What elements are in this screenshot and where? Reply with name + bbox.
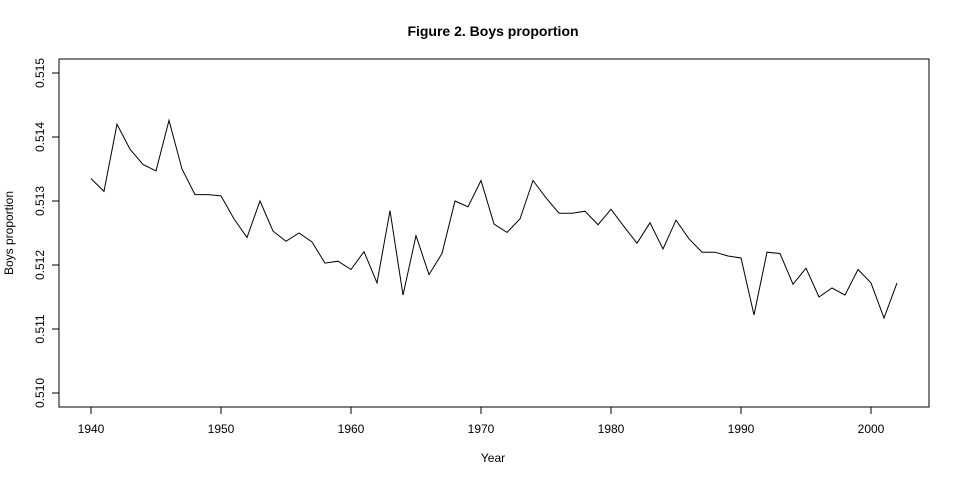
x-tick-label: 1960 (338, 422, 365, 436)
y-tick-label: 0.513 (33, 186, 47, 216)
x-axis-label: Year (481, 451, 505, 465)
x-tick-label: 2000 (858, 422, 885, 436)
x-tick-label: 1980 (598, 422, 625, 436)
y-tick-label: 0.512 (33, 250, 47, 280)
plot-frame (58, 58, 930, 408)
x-tick-label: 1970 (468, 422, 495, 436)
y-tick-label: 0.514 (33, 122, 47, 152)
x-tick-label: 1950 (208, 422, 235, 436)
y-axis-label: Boys proportion (2, 191, 16, 275)
series-line (90, 118, 898, 320)
chart-title: Figure 2. Boys proportion (407, 23, 578, 39)
x-axis: 1940 1950 1960 1970 1980 1990 2000 (78, 407, 885, 436)
y-tick-label: 0.515 (33, 58, 47, 88)
y-axis: 0.510 0.511 0.512 0.513 0.514 0.515 (33, 58, 59, 408)
y-tick-label: 0.510 (33, 378, 47, 408)
x-tick-label: 1990 (728, 422, 755, 436)
y-tick-label: 0.511 (33, 314, 47, 343)
x-tick-label: 1940 (78, 422, 105, 436)
